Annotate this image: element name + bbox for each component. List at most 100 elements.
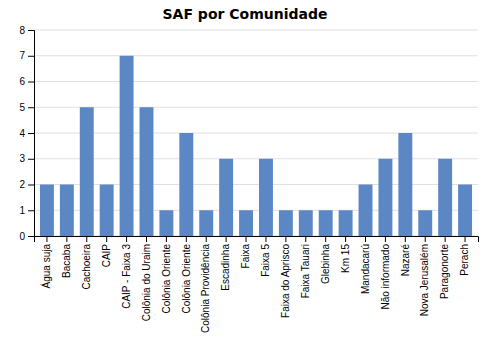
- y-tick: 1: [19, 205, 34, 216]
- y-tick: 3: [19, 153, 34, 164]
- x-tick-label: Nazaré: [400, 244, 411, 277]
- bar: [299, 210, 313, 236]
- bar: [219, 159, 233, 236]
- x-tick-mark: [106, 236, 107, 242]
- x-tick-label: Colônia Oriente: [161, 244, 172, 314]
- bar: [458, 185, 472, 237]
- y-tick-mark: [28, 56, 34, 57]
- y-tick-mark: [28, 82, 34, 83]
- x-tick-label: Colônia Providência: [200, 244, 211, 333]
- x-tick-label: Mandacarú: [360, 244, 371, 294]
- x-tick-mark: [246, 236, 247, 242]
- x-tick-label: Faixa: [240, 244, 251, 269]
- x-tick-label: Faixa 5: [260, 244, 271, 277]
- y-tick-mark: [28, 185, 34, 186]
- x-tick-label: Não informado: [380, 244, 391, 310]
- y-tick-mark: [28, 107, 34, 108]
- y-tick: 5: [19, 102, 34, 113]
- x-tick-label: Faixa do Aprisco: [280, 244, 291, 318]
- x-tick-mark: [46, 236, 47, 242]
- bar: [319, 210, 333, 236]
- bar: [378, 159, 392, 236]
- x-tick-mark: [405, 236, 406, 242]
- x-tick: Água suja: [40, 236, 52, 288]
- y-tick: 6: [19, 76, 34, 87]
- x-tick-mark: [465, 236, 466, 242]
- x-axis-line: [35, 237, 479, 243]
- x-tick-label: Faixa Tauari: [300, 244, 311, 298]
- grid-line: [34, 81, 478, 82]
- grid-line: [34, 107, 478, 108]
- x-tick: Colônia Providência: [200, 236, 211, 333]
- y-tick-label: 7: [19, 50, 25, 61]
- y-tick-label: 3: [19, 153, 25, 164]
- bar: [259, 159, 273, 236]
- plot-area: Água sujaBacabaCachoeiraCAIPCAIP - Faixa…: [19, 25, 478, 333]
- x-tick: Faixa: [240, 236, 251, 268]
- bar: [199, 210, 213, 236]
- bar: [239, 210, 253, 236]
- y-tick-label: 8: [19, 25, 25, 36]
- x-tick-mark: [285, 236, 286, 242]
- y-tick-label: 5: [19, 102, 25, 113]
- x-tick: CAIP - Faixa 3: [121, 236, 132, 309]
- y-tick-mark: [28, 210, 34, 211]
- x-tick-mark: [365, 236, 366, 242]
- y-axis-line: [28, 31, 35, 237]
- x-tick: Glebinha: [320, 236, 331, 284]
- x-tick: Km 15: [340, 236, 351, 273]
- x-axis: Água sujaBacabaCachoeiraCAIPCAIP - Faixa…: [35, 236, 479, 333]
- x-tick-mark: [226, 236, 227, 242]
- bar: [40, 185, 54, 237]
- bar: [339, 210, 353, 236]
- bar: [60, 185, 74, 237]
- x-tick-mark: [445, 236, 446, 242]
- x-tick: Nazaré: [400, 236, 411, 276]
- x-tick-label: Bacaba: [61, 244, 72, 278]
- bar: [418, 210, 432, 236]
- x-tick-mark: [146, 236, 147, 242]
- chart-title: SAF por Comunidade: [163, 6, 328, 22]
- bar: [100, 185, 114, 237]
- x-tick-mark: [345, 236, 346, 242]
- x-tick-label: Paragonorte: [439, 244, 450, 299]
- y-tick-label: 0: [19, 231, 25, 242]
- bar: [359, 185, 373, 237]
- x-tick-label: Nova Jerusalém: [419, 244, 430, 316]
- x-tick-mark: [66, 236, 67, 242]
- x-tick: Perach: [459, 236, 470, 276]
- x-tick: Faixa do Aprisco: [280, 236, 291, 318]
- x-tick: Faixa 5: [260, 236, 271, 277]
- bars: [40, 56, 472, 236]
- y-tick-mark: [28, 30, 34, 31]
- bar: [279, 210, 293, 236]
- y-tick-mark: [28, 159, 34, 160]
- x-tick-mark: [166, 236, 167, 242]
- x-tick: Escadinha: [220, 236, 231, 291]
- bar: [179, 133, 193, 236]
- x-tick: Não informado: [380, 236, 391, 310]
- x-tick-mark: [86, 236, 87, 242]
- y-tick: 7: [19, 50, 34, 61]
- x-tick-mark: [305, 236, 306, 242]
- bar: [140, 107, 154, 236]
- y-tick: 4: [19, 128, 34, 139]
- x-tick: Colônia Oriente: [161, 236, 172, 313]
- grid-line: [34, 55, 478, 56]
- x-tick: Nova Jerusalém: [419, 236, 430, 316]
- grid: [34, 30, 478, 236]
- x-tick-mark: [425, 236, 426, 242]
- x-tick-label: Cachoeira: [81, 244, 92, 290]
- y-tick-label: 2: [19, 179, 25, 190]
- x-tick: Faixa Tauari: [300, 236, 311, 298]
- x-tick-label: Perach: [459, 244, 470, 276]
- bar: [438, 159, 452, 236]
- x-tick-label: Km 15: [340, 244, 351, 273]
- x-tick-mark: [325, 236, 326, 242]
- x-tick-mark: [206, 236, 207, 242]
- y-axis: 0 1 2 3 4 5 6 7 8: [19, 25, 34, 242]
- grid-line: [34, 30, 478, 31]
- x-tick-label: Colônia Oriente: [181, 244, 192, 314]
- bar: [80, 107, 94, 236]
- x-tick-mark: [385, 236, 386, 242]
